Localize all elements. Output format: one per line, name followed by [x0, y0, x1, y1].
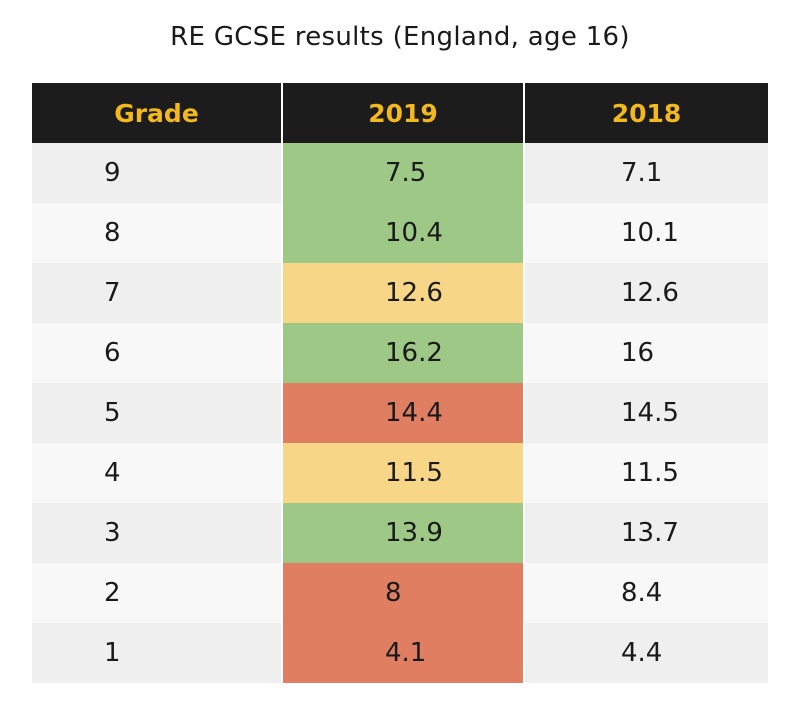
grade-cell: 3: [32, 503, 281, 563]
grade-cell: 5: [32, 383, 281, 443]
value-2019-cell: 12.6: [283, 263, 523, 323]
header-grade: Grade: [32, 83, 281, 143]
grade-cell: 2: [32, 563, 281, 623]
value-2018-cell: 4.4: [525, 623, 768, 683]
grade-cell: 9: [32, 143, 281, 203]
value-2019-cell: 14.4: [283, 383, 523, 443]
grade-cell: 6: [32, 323, 281, 383]
value-2019-cell: 4.1: [283, 623, 523, 683]
chart-title: RE GCSE results (England, age 16): [170, 22, 630, 52]
value-2018-cell: 16: [525, 323, 768, 383]
value-2019-cell: 13.9: [283, 503, 523, 563]
value-2019-cell: 10.4: [283, 203, 523, 263]
value-2018-cell: 8.4: [525, 563, 768, 623]
results-table: Grade 2019 2018 9 7.5 7.1 8 10.4 10.1 7 12.6 12.…: [32, 83, 768, 683]
header-2019: 2019: [283, 83, 523, 143]
value-2018-cell: 7.1: [525, 143, 768, 203]
value-2018-cell: 13.7: [525, 503, 768, 563]
header-2018: 2018: [525, 83, 768, 143]
value-2019-cell: 11.5: [283, 443, 523, 503]
value-2018-cell: 14.5: [525, 383, 768, 443]
value-2019-cell: 16.2: [283, 323, 523, 383]
value-2018-cell: 10.1: [525, 203, 768, 263]
value-2018-cell: 11.5: [525, 443, 768, 503]
grade-cell: 4: [32, 443, 281, 503]
value-2019-cell: 8: [283, 563, 523, 623]
value-2018-cell: 12.6: [525, 263, 768, 323]
grade-cell: 8: [32, 203, 281, 263]
grade-cell: 1: [32, 623, 281, 683]
grade-cell: 7: [32, 263, 281, 323]
value-2019-cell: 7.5: [283, 143, 523, 203]
